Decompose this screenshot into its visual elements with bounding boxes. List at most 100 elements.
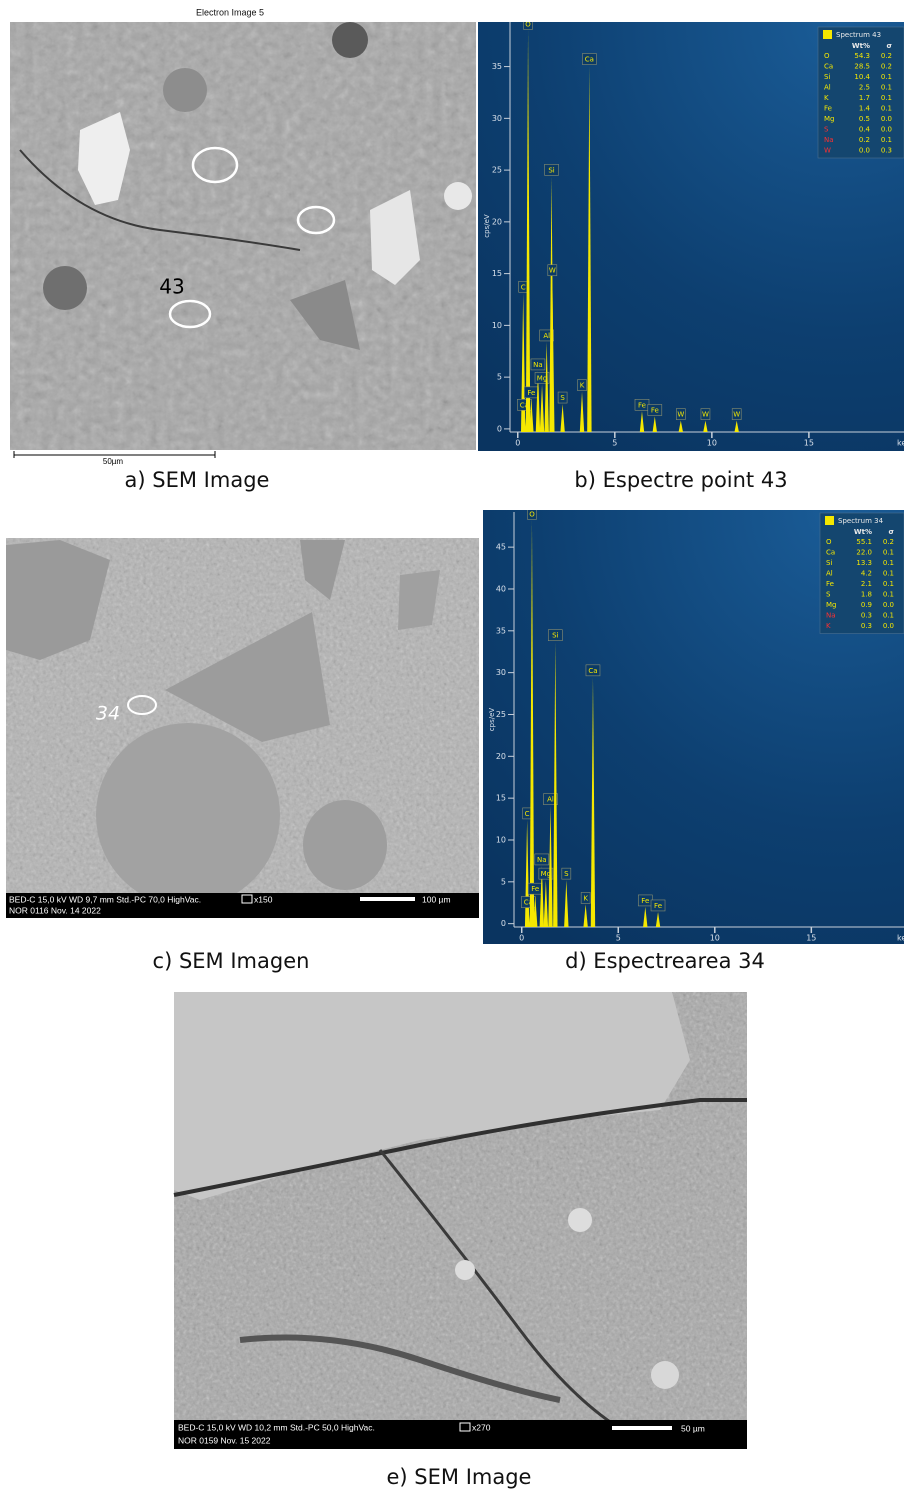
legend-wt: 0.2 bbox=[859, 136, 870, 144]
legend-wt: 1.8 bbox=[861, 591, 872, 599]
legend-title: Spectrum 34 bbox=[838, 517, 884, 525]
legend-element: Si bbox=[826, 559, 832, 567]
peak-label-text: O bbox=[525, 20, 531, 28]
peak-label-text: Na bbox=[533, 361, 543, 369]
legend-sigma: 0.1 bbox=[883, 549, 894, 557]
peak-label-text: W bbox=[677, 411, 684, 419]
sem-image-a: 43 bbox=[10, 22, 476, 450]
y-tick-label: 0 bbox=[497, 424, 502, 433]
peak-label: K bbox=[578, 380, 587, 391]
legend-sigma: 0.1 bbox=[883, 559, 894, 567]
legend-wt: 2.5 bbox=[859, 84, 870, 92]
legend-element: K bbox=[826, 622, 831, 630]
legend-element: O bbox=[824, 52, 830, 60]
peak-label-text: W bbox=[702, 411, 709, 419]
info-line: BED-C 15,0 kV WD 10,2 mm Std.-PC 50,0 Hi… bbox=[178, 1422, 375, 1432]
y-tick-label: 20 bbox=[496, 752, 506, 761]
legend-element: Fe bbox=[824, 105, 832, 113]
legend-element: Si bbox=[824, 73, 830, 81]
peak-label: S bbox=[562, 868, 571, 879]
caption: c) SEM Imagen bbox=[153, 949, 310, 973]
caption: b) Espectre point 43 bbox=[574, 468, 787, 492]
image-title: Electron Image 5 bbox=[196, 7, 264, 17]
legend-header: Wt% bbox=[852, 42, 870, 50]
scale-bar bbox=[360, 897, 415, 901]
peak-label-text: Fe bbox=[531, 885, 539, 893]
legend-element: S bbox=[826, 591, 831, 599]
y-tick-label: 10 bbox=[496, 835, 506, 844]
sem-image-e: BED-C 15,0 kV WD 10,2 mm Std.-PC 50,0 Hi… bbox=[174, 992, 747, 1449]
peak-label: W bbox=[676, 409, 685, 420]
x-tick-label: 5 bbox=[612, 439, 617, 448]
legend-wt: 0.5 bbox=[859, 115, 870, 123]
legend-sigma: 0.2 bbox=[881, 63, 892, 71]
peak-label: Fe bbox=[648, 404, 662, 415]
peak-label-text: Na bbox=[537, 856, 547, 864]
legend-element: Al bbox=[826, 570, 833, 578]
legend-wt: 13.3 bbox=[856, 559, 872, 567]
legend-sigma: 0.2 bbox=[883, 538, 894, 546]
legend-sigma: 0.1 bbox=[881, 84, 892, 92]
x-axis-label: keV bbox=[897, 439, 904, 448]
peak-label: O bbox=[527, 508, 536, 519]
peak-label-text: W bbox=[733, 411, 740, 419]
y-tick-label: 45 bbox=[496, 543, 506, 552]
legend-sigma: 0.0 bbox=[883, 622, 894, 630]
y-tick-label: 15 bbox=[492, 269, 502, 278]
legend-wt: 0.4 bbox=[859, 126, 871, 134]
y-tick-label: 40 bbox=[496, 584, 506, 593]
legend-sigma: 0.0 bbox=[883, 601, 894, 609]
point-marker: 34 bbox=[96, 703, 120, 725]
plot: 05101520253035051015cps/eVkeVCCaOFeNaMgA… bbox=[478, 18, 904, 451]
legend-wt: 54.3 bbox=[854, 52, 870, 60]
page: {"panels":{ "a":{"title":"Electron Image… bbox=[0, 0, 904, 1491]
y-tick-label: 20 bbox=[492, 217, 502, 226]
peak-label: Ca bbox=[582, 54, 596, 65]
peak-label: O bbox=[524, 18, 533, 29]
peak-label: Si bbox=[545, 164, 559, 175]
legend-header: σ bbox=[889, 528, 895, 536]
scale-label: 50 µm bbox=[681, 1423, 705, 1433]
legend-wt: 0.3 bbox=[861, 622, 872, 630]
legend-sigma: 0.1 bbox=[883, 591, 894, 599]
legend-sigma: 0.2 bbox=[881, 52, 892, 60]
legend-sigma: 0.1 bbox=[883, 580, 894, 588]
x-tick-label: 10 bbox=[710, 934, 720, 943]
x-tick-label: 15 bbox=[806, 934, 816, 943]
info-line: BED-C 15,0 kV WD 9,7 mm Std.-PC 70,0 Hig… bbox=[9, 894, 201, 904]
x-tick-label: 15 bbox=[804, 439, 814, 448]
legend-element: Na bbox=[824, 136, 834, 144]
info-line: NOR 0116 Nov. 14 2022 bbox=[9, 905, 101, 915]
peak-label-text: Fe bbox=[654, 902, 662, 910]
peak-label-text: O bbox=[529, 510, 535, 518]
peak-label: W bbox=[732, 409, 741, 420]
peak-label-text: S bbox=[560, 394, 565, 402]
legend-element: Mg bbox=[826, 601, 836, 609]
legend-sigma: 0.1 bbox=[883, 570, 894, 578]
legend-wt: 1.4 bbox=[859, 105, 871, 113]
point-marker: 43 bbox=[159, 275, 184, 299]
peak-label: S bbox=[558, 392, 567, 403]
peak-label-text: Si bbox=[552, 632, 558, 640]
y-tick-label: 35 bbox=[496, 626, 506, 635]
legend-sigma: 0.3 bbox=[881, 147, 892, 155]
peak-label-text: Al bbox=[543, 332, 550, 340]
peak-label: Fe bbox=[528, 883, 542, 894]
peak-label-text: Fe bbox=[638, 401, 646, 409]
y-tick-label: 30 bbox=[492, 114, 502, 123]
legend-wt: 55.1 bbox=[856, 538, 872, 546]
peak-label: W bbox=[701, 409, 710, 420]
legend-header: σ bbox=[887, 42, 893, 50]
y-tick-label: 30 bbox=[496, 668, 506, 677]
legend-element: K bbox=[824, 94, 829, 102]
peak-label-text: C bbox=[521, 283, 526, 291]
legend-header: Wt% bbox=[854, 528, 872, 536]
peak-label: Na bbox=[531, 359, 545, 370]
x-tick-label: 5 bbox=[616, 934, 621, 943]
legend-sigma: 0.1 bbox=[881, 105, 892, 113]
figure: 43 Electron Image 5 50µm a) SEM Image 34… bbox=[0, 0, 904, 1491]
peak-label-text: Mg bbox=[537, 374, 547, 382]
legend-wt: 28.5 bbox=[854, 63, 870, 71]
peak-label: Fe bbox=[638, 895, 652, 906]
x-tick-label: 0 bbox=[519, 934, 524, 943]
